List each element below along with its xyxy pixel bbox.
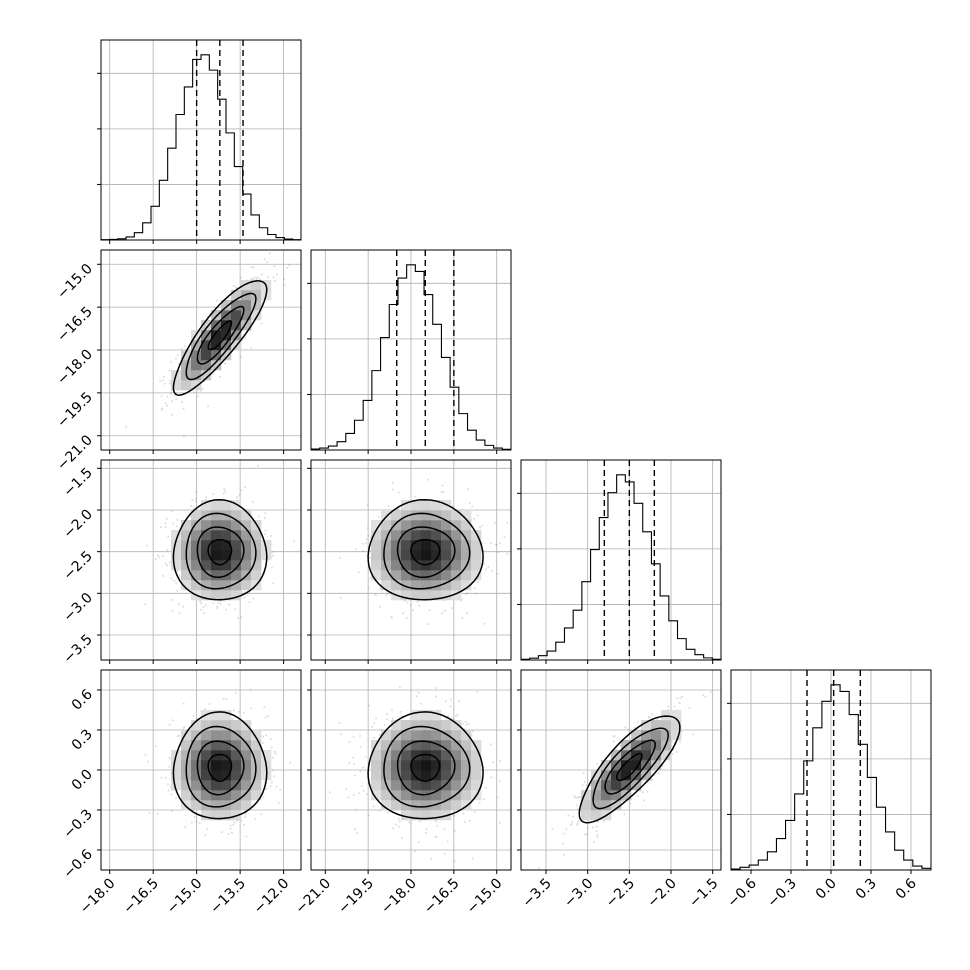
histogram-0 <box>101 54 301 241</box>
gridlines <box>731 670 931 870</box>
y-tick-label: −18.0 <box>54 347 96 389</box>
contour-2 <box>185 512 257 590</box>
y-tick-label: 0.3 <box>69 727 96 754</box>
x-tick-label: −13.5 <box>207 876 249 918</box>
histogram-2 <box>521 474 721 660</box>
panel-3-0 <box>97 669 302 874</box>
axes-frame <box>730 669 932 871</box>
axes-frame <box>310 249 512 451</box>
contour-3 <box>172 498 268 601</box>
x-tick-label: 0.6 <box>893 875 920 902</box>
axes-frame <box>310 669 512 871</box>
x-tick-label: −0.3 <box>764 876 799 911</box>
contour-1 <box>604 739 656 795</box>
axes-frame <box>520 459 722 661</box>
y-tick-label: −2.5 <box>60 548 95 583</box>
panel-1-0 <box>97 249 302 454</box>
contour-3 <box>367 711 484 820</box>
panel-3-1 <box>307 669 512 874</box>
x-tick-label: −12.0 <box>251 876 293 918</box>
gridlines <box>521 460 721 660</box>
panel-0-0 <box>97 39 302 244</box>
panel-2-2 <box>517 459 722 664</box>
gridlines <box>311 250 511 450</box>
contour-0 <box>410 538 441 566</box>
x-tick-label: −21.0 <box>292 876 334 918</box>
panel-2-0 <box>97 459 302 664</box>
axes-frame <box>520 669 722 871</box>
x-tick-label: −3.0 <box>561 876 596 911</box>
y-tick-label: −19.5 <box>54 389 96 431</box>
x-tick-label: −16.5 <box>421 876 463 918</box>
y-tick-label: −21.0 <box>54 432 96 474</box>
contour-0 <box>615 752 643 781</box>
x-tick-label: −2.0 <box>644 876 679 911</box>
x-tick-label: 0.3 <box>853 876 880 903</box>
y-tick-label: 0.6 <box>69 686 96 713</box>
axes-frame <box>310 459 512 661</box>
contour-2 <box>185 725 257 808</box>
panel-3-3 <box>727 669 932 874</box>
x-tick-label: −15.0 <box>164 876 206 918</box>
x-tick-label: −0.6 <box>724 875 759 910</box>
panel-3-2 <box>517 669 722 874</box>
contour-2 <box>383 512 471 590</box>
axes-frame <box>100 459 302 661</box>
y-tick-label: −3.5 <box>60 632 95 667</box>
x-tick-label: −16.5 <box>120 876 162 918</box>
y-tick-label: 0.0 <box>69 767 96 794</box>
y-tick-label: −0.6 <box>60 846 95 881</box>
contour-2 <box>592 727 669 810</box>
density-grid <box>371 500 482 601</box>
axes-frame <box>100 249 302 451</box>
contour-0 <box>207 753 233 782</box>
contour-2 <box>185 292 257 381</box>
x-tick-label: −1.5 <box>686 876 721 911</box>
y-tick-label: −15.0 <box>54 261 96 303</box>
contour-3 <box>578 715 681 824</box>
x-tick-label: −3.5 <box>519 876 554 911</box>
y-tick-label: −16.5 <box>54 304 96 346</box>
contour-3 <box>367 498 484 601</box>
contour-1 <box>396 740 456 796</box>
contour-1 <box>396 526 456 579</box>
x-tick-label: −18.0 <box>77 876 119 918</box>
x-tick-label: 0.0 <box>813 876 840 903</box>
y-tick-label: −3.0 <box>60 590 95 625</box>
contour-2 <box>383 725 471 808</box>
y-tick-label: −0.3 <box>60 807 95 842</box>
x-tick-label: −19.5 <box>335 876 377 918</box>
panel-2-1 <box>307 459 512 664</box>
histogram-1 <box>311 264 511 450</box>
x-tick-label: −15.0 <box>464 876 506 918</box>
panel-1-1 <box>307 249 512 454</box>
contour-3 <box>172 280 268 396</box>
gridlines <box>101 40 301 240</box>
contour-0 <box>410 753 441 782</box>
axes-frame <box>100 669 302 871</box>
y-tick-label: −2.0 <box>60 507 95 542</box>
x-tick-label: −18.0 <box>378 876 420 918</box>
contour-3 <box>172 711 268 820</box>
contour-1 <box>196 526 245 579</box>
contour-1 <box>196 305 245 365</box>
histogram-3 <box>731 684 931 870</box>
axes-frame <box>100 39 302 241</box>
contour-0 <box>207 538 233 566</box>
contour-0 <box>207 320 233 351</box>
x-tick-label: −2.5 <box>603 876 638 911</box>
contour-1 <box>196 740 245 796</box>
